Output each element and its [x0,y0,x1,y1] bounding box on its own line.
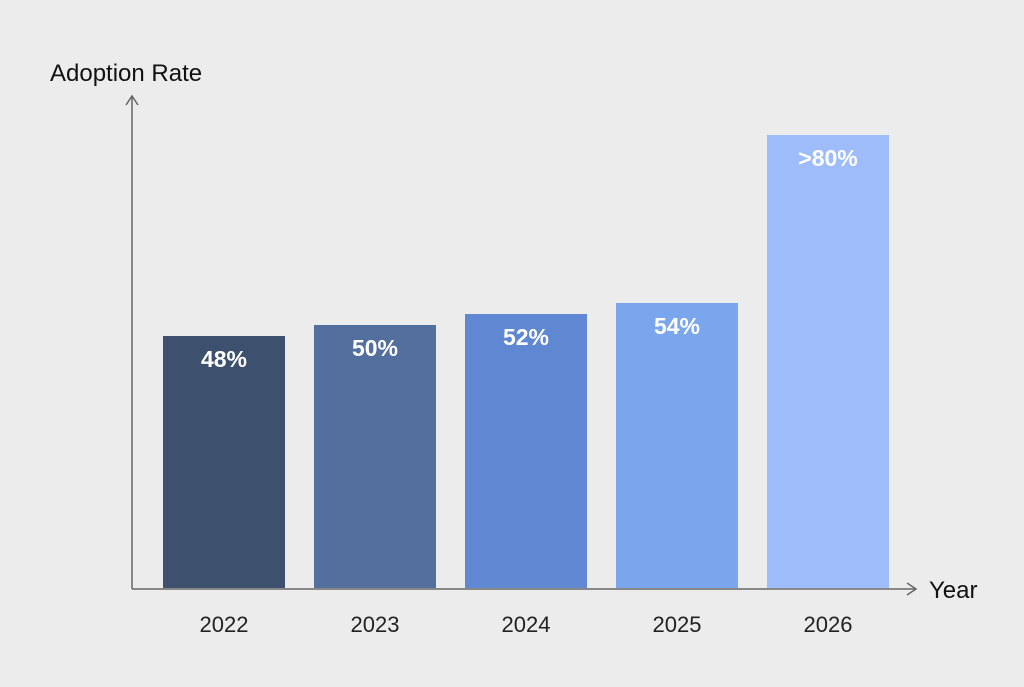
x-tick-label-2022: 2022 [200,612,249,637]
x-axis-arrow [906,582,918,596]
data-label-2022: 48% [201,346,247,372]
y-axis-arrow [125,94,139,106]
data-label-2024: 52% [503,324,549,350]
x-tick-label-2023: 2023 [351,612,400,637]
bar-2022 [163,336,285,588]
axes-layer [125,94,918,596]
bar-2025 [616,303,738,588]
bars-layer [163,135,889,588]
data-label-2023: 50% [352,335,398,361]
bar-2024 [465,314,587,588]
x-tick-label-2025: 2025 [653,612,702,637]
y-axis-title: Adoption Rate [50,60,202,87]
x-tick-label-2024: 2024 [502,612,551,637]
bar-2026 [767,135,889,588]
labels-layer: 48% 2022 50% 2023 52% 2024 54% 2025 >80% 2026 [200,145,858,637]
data-label-2025: 54% [654,313,700,339]
data-label-2026: >80% [798,145,857,171]
bar-2023 [314,325,436,588]
x-tick-label-2026: 2026 [804,612,853,637]
x-axis-title: Year [929,577,978,604]
